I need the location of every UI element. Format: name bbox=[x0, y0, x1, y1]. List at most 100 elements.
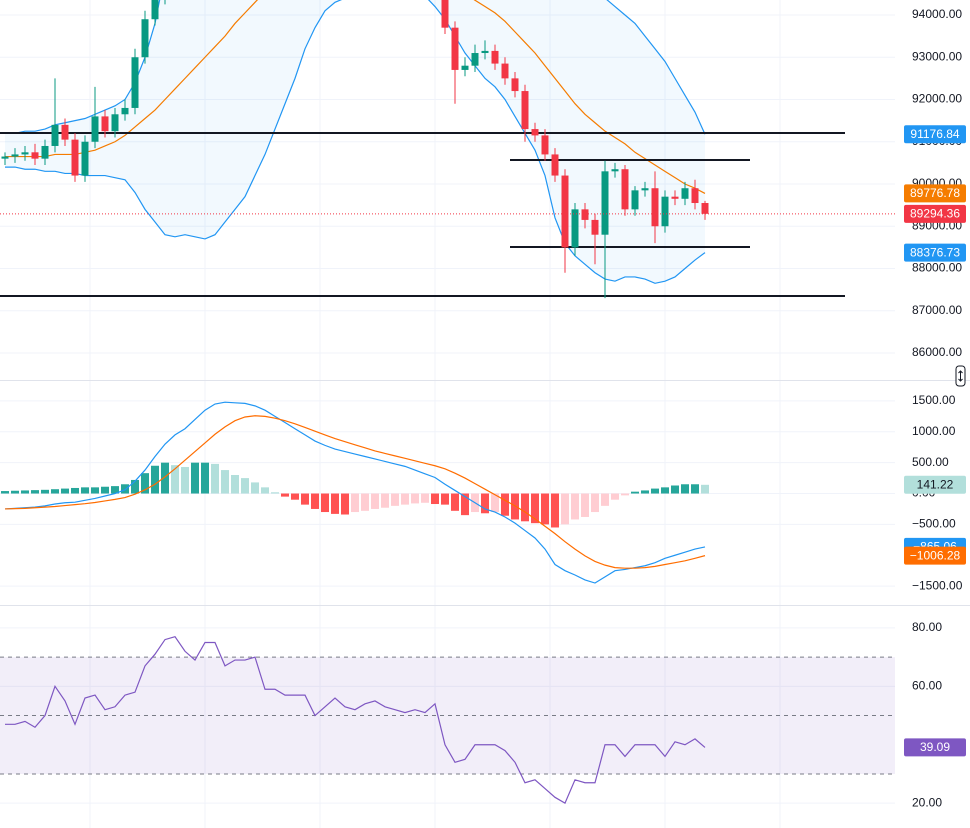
candle-body bbox=[561, 175, 569, 248]
pane-toggle[interactable] bbox=[955, 365, 966, 387]
histogram-bar bbox=[641, 490, 649, 494]
histogram-bar bbox=[31, 490, 39, 494]
last-value-box bbox=[904, 184, 966, 203]
histogram-bar bbox=[401, 493, 409, 505]
last-value-box bbox=[904, 204, 966, 223]
histogram-bar bbox=[541, 493, 549, 525]
candle-body bbox=[681, 188, 689, 199]
histogram-bar bbox=[101, 486, 109, 494]
y-tick-label: 500.00 bbox=[912, 455, 949, 469]
histogram-bar bbox=[451, 493, 459, 511]
candle-body bbox=[481, 50, 489, 54]
candle-body bbox=[611, 169, 619, 172]
candle-body bbox=[41, 145, 49, 159]
plots bbox=[0, 0, 895, 805]
histogram-bar bbox=[581, 493, 589, 517]
candle-body bbox=[691, 188, 699, 204]
histogram-bar bbox=[81, 487, 89, 494]
last-value-box bbox=[904, 546, 966, 565]
histogram-bar bbox=[461, 493, 469, 516]
histogram-bar bbox=[661, 487, 669, 494]
y-tick-label: 88000.00 bbox=[912, 261, 962, 275]
histogram-bar bbox=[521, 493, 529, 522]
histogram-bar bbox=[551, 493, 559, 528]
histogram-bar bbox=[321, 493, 329, 513]
histogram-bar bbox=[631, 491, 639, 494]
last-value-label: 89294.36 bbox=[910, 206, 960, 220]
candle-body bbox=[651, 188, 659, 227]
band-line bbox=[5, 0, 706, 284]
pane bbox=[0, 627, 895, 805]
candle-body bbox=[441, 0, 449, 28]
histogram-bar bbox=[191, 462, 199, 494]
y-tick-label: 86000.00 bbox=[912, 345, 962, 359]
histogram-bar bbox=[491, 493, 499, 513]
candle-body bbox=[71, 139, 79, 176]
candle-body bbox=[601, 171, 609, 235]
candle-body bbox=[551, 154, 559, 176]
last-value-box bbox=[904, 125, 966, 144]
candle-body bbox=[471, 53, 479, 66]
candle-body bbox=[1, 156, 9, 159]
candle-body bbox=[581, 209, 589, 220]
histogram-bar bbox=[481, 493, 489, 514]
y-tick-label: 60.00 bbox=[912, 679, 942, 693]
candle-body bbox=[461, 65, 469, 70]
histogram-bar bbox=[261, 487, 269, 494]
last-value-label: −1006.28 bbox=[910, 548, 961, 562]
candle-body bbox=[641, 188, 649, 191]
histogram-bar bbox=[501, 493, 509, 516]
histogram-bar bbox=[361, 493, 369, 511]
candle-body bbox=[81, 141, 89, 176]
histogram-bar bbox=[91, 487, 99, 494]
y-tick-label: −500.00 bbox=[912, 517, 956, 531]
histogram-bar bbox=[41, 489, 49, 494]
candle-body bbox=[111, 114, 119, 132]
basis-line bbox=[5, 0, 706, 194]
y-tick-label: 1500.00 bbox=[912, 393, 956, 407]
histogram-bar bbox=[141, 473, 149, 494]
y-tick-label: 20.00 bbox=[912, 795, 942, 809]
candle-body bbox=[121, 107, 129, 115]
histogram-bar bbox=[131, 479, 139, 494]
candle-body bbox=[591, 219, 599, 235]
candle-body bbox=[541, 135, 549, 155]
candle-body bbox=[511, 78, 519, 92]
histogram-bar bbox=[591, 493, 599, 513]
candle-body bbox=[701, 203, 709, 214]
histogram-bar bbox=[231, 475, 239, 494]
histogram-bar bbox=[281, 493, 289, 497]
candle-body bbox=[51, 124, 59, 146]
candle-body bbox=[11, 154, 19, 157]
histogram-bar bbox=[441, 493, 449, 505]
candle-body bbox=[61, 124, 69, 140]
histogram-bar bbox=[221, 470, 229, 494]
histogram-bar bbox=[1, 491, 9, 494]
histogram-bar bbox=[391, 493, 399, 506]
y-tick-label: 1000.00 bbox=[912, 424, 956, 438]
y-tick-label: 94000.00 bbox=[912, 7, 962, 21]
histogram-bar bbox=[611, 493, 619, 500]
y-tick-label: 80.00 bbox=[912, 620, 942, 634]
pane bbox=[0, 400, 895, 587]
histogram-bar bbox=[71, 487, 79, 494]
histogram-bar bbox=[271, 492, 279, 494]
last-value-label: 89776.78 bbox=[910, 186, 960, 200]
candle-body bbox=[571, 209, 579, 248]
histogram-bar bbox=[681, 484, 689, 494]
histogram-bar bbox=[531, 493, 539, 524]
histogram-bar bbox=[211, 463, 219, 494]
band-line bbox=[5, 0, 706, 135]
candle-body bbox=[671, 196, 679, 199]
histogram-bar bbox=[651, 488, 659, 494]
time-grid bbox=[89, 0, 781, 828]
histogram-bar bbox=[21, 490, 29, 494]
signal-line bbox=[4, 415, 706, 569]
rsi-line bbox=[5, 635, 706, 805]
candle-body bbox=[501, 63, 509, 79]
histogram-bar bbox=[311, 493, 319, 509]
candle-body bbox=[91, 116, 99, 142]
histogram-bar bbox=[561, 493, 569, 525]
candle-body bbox=[661, 196, 669, 227]
